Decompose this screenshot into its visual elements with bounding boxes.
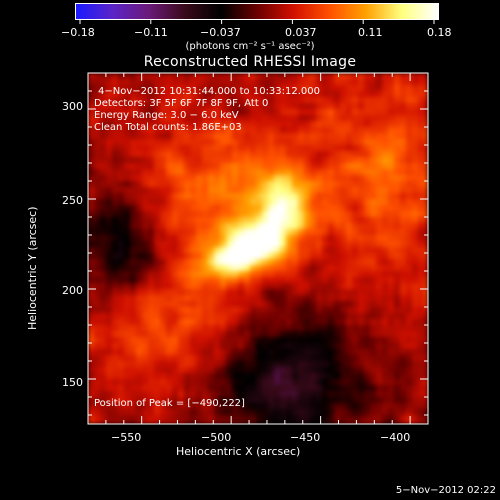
colorbar-tick-label: −0.18: [61, 26, 95, 39]
annotation-detectors: Detectors: 3F 5F 6F 7F 8F 9F, Att 0: [94, 98, 269, 109]
y-tick-label: 300: [62, 100, 83, 113]
chart-title: Reconstructed RHESSI Image: [143, 54, 357, 70]
colorbar-tick-label: 0.11: [358, 26, 383, 39]
colorbar-unit-label: (photons cm⁻² s⁻¹ asec⁻²): [185, 41, 315, 52]
y-tick-label: 200: [62, 284, 83, 297]
y-axis-label: Heliocentric Y (arcsec): [26, 206, 39, 330]
colorbar-tick-label: −0.11: [134, 26, 168, 39]
y-tick-label: 250: [62, 194, 83, 207]
plot-area: 4−Nov−2012 10:31:44.000 to 10:33:12.000 …: [88, 73, 428, 424]
footer-date: 5−Nov−2012 02:22: [395, 485, 496, 496]
colorbar: [75, 3, 439, 20]
x-tick-label: −550: [111, 431, 142, 444]
x-axis-label: Heliocentric X (arcsec): [176, 445, 301, 458]
annotation-time-range: 4−Nov−2012 10:31:44.000 to 10:33:12.000: [98, 86, 321, 97]
colorbar-tick-label: 0.037: [285, 26, 317, 39]
annotation-peak-position: Position of Peak = [−490,222]: [94, 398, 245, 409]
x-tick-label: −400: [380, 431, 411, 444]
colorbar-tick-label: 0.18: [427, 26, 452, 39]
annotation-clean: Clean Total counts: 1.86E+03: [94, 122, 242, 133]
colorbar-tick-labels: −0.18 −0.11 −0.037 0.037 0.11 0.18: [0, 27, 500, 39]
annotation-energy: Energy Range: 3.0 − 6.0 keV: [94, 110, 239, 121]
x-tick-label: −500: [201, 431, 232, 444]
colorbar-tick-label: −0.037: [200, 26, 241, 39]
x-tick-label: −450: [290, 431, 321, 444]
y-tick-label: 150: [62, 376, 83, 389]
